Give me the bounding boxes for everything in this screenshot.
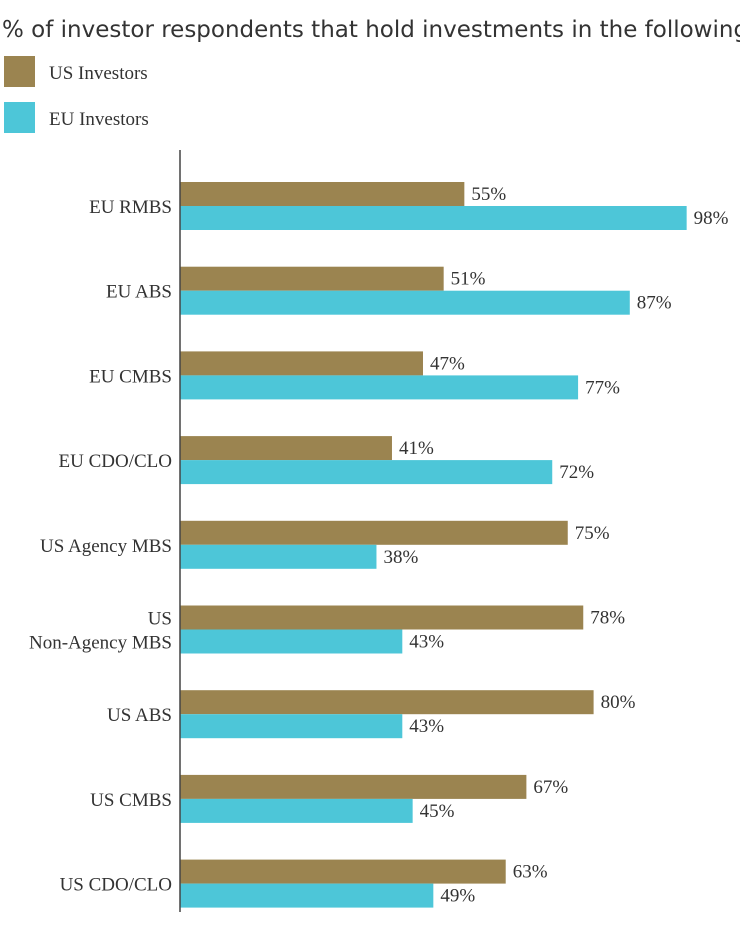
- legend-label-eu-investors: EU Investors: [49, 109, 149, 130]
- value-label-eu-investors-us-non-agency-mbs: 43%: [409, 632, 444, 653]
- bar-eu-investors-us-abs: [180, 714, 403, 739]
- bar-us-investors-eu-abs: [180, 266, 444, 291]
- bars-group: [180, 182, 687, 908]
- value-label-us-investors-eu-abs: 51%: [451, 269, 486, 290]
- category-label-eu-cmbs: EU CMBS: [89, 366, 172, 387]
- value-label-us-investors-eu-cmbs: 47%: [430, 353, 465, 374]
- value-label-eu-investors-eu-cmbs: 77%: [585, 377, 620, 398]
- bar-us-investors-eu-cmbs: [180, 351, 423, 376]
- bar-eu-investors-eu-abs: [180, 290, 630, 315]
- legend-swatch-eu-investors: [4, 102, 35, 133]
- value-label-eu-investors-us-cmbs: 45%: [420, 801, 455, 822]
- category-label-us-cmbs: US CMBS: [90, 790, 172, 811]
- category-label-us-non-agency-mbs-line-2: Non-Agency MBS: [29, 633, 172, 654]
- legend-swatch-us-investors: [4, 56, 35, 87]
- value-label-eu-investors-us-abs: 43%: [409, 716, 444, 737]
- value-label-eu-investors-us-cdo-clo: 49%: [440, 886, 475, 907]
- legend: US Investors EU Investors: [4, 56, 149, 133]
- value-label-us-investors-us-cmbs: 67%: [533, 777, 568, 798]
- value-label-eu-investors-eu-rmbs: 98%: [694, 208, 729, 229]
- value-label-us-investors-us-non-agency-mbs: 78%: [590, 608, 625, 629]
- bar-us-investors-us-agency-mbs: [180, 520, 568, 545]
- category-label-us-agency-mbs: US Agency MBS: [40, 536, 172, 557]
- value-label-eu-investors-eu-abs: 87%: [637, 293, 672, 314]
- legend-label-us-investors: US Investors: [49, 63, 148, 84]
- bar-eu-investors-us-cmbs: [180, 798, 413, 823]
- value-label-us-investors-eu-cdo-clo: 41%: [399, 438, 434, 459]
- bar-eu-investors-eu-rmbs: [180, 206, 687, 230]
- bar-us-investors-us-cdo-clo: [180, 859, 506, 884]
- bar-eu-investors-eu-cdo-clo: [180, 460, 553, 485]
- category-label-us-abs: US ABS: [107, 705, 172, 726]
- bar-eu-investors-us-cdo-clo: [180, 883, 434, 908]
- bar-eu-investors-us-non-agency-mbs: [180, 629, 403, 654]
- value-label-eu-investors-eu-cdo-clo: 72%: [559, 462, 594, 483]
- value-label-us-investors-us-abs: 80%: [601, 692, 636, 713]
- value-label-us-investors-us-agency-mbs: 75%: [575, 523, 610, 544]
- bar-us-investors-us-non-agency-mbs: [180, 605, 584, 630]
- category-label-us-non-agency-mbs-line-1: US: [148, 609, 172, 630]
- chart-title: % of investor respondents that hold inve…: [2, 17, 740, 43]
- bar-us-investors-us-cmbs: [180, 774, 527, 799]
- bar-us-investors-us-abs: [180, 690, 594, 715]
- category-label-eu-cdo-clo: EU CDO/CLO: [59, 451, 172, 472]
- category-label-eu-abs: EU ABS: [106, 282, 172, 303]
- value-label-us-investors-us-cdo-clo: 63%: [513, 862, 548, 883]
- category-label-us-cdo-clo: US CDO/CLO: [60, 875, 172, 896]
- bar-us-investors-eu-cdo-clo: [180, 436, 392, 461]
- value-label-us-investors-eu-rmbs: 55%: [471, 184, 506, 205]
- bar-us-investors-eu-rmbs: [180, 182, 465, 206]
- category-label-eu-rmbs: EU RMBS: [89, 197, 172, 218]
- value-labels: 55% 98% 51% 87% 47% 77% 41% 72% 75% 38% 78% 43% 80% 4…: [383, 184, 728, 907]
- bar-eu-investors-us-agency-mbs: [180, 544, 377, 569]
- bar-eu-investors-eu-cmbs: [180, 375, 579, 400]
- category-labels: EU RMBS EU ABS EU CMBS EU CDO/CLO US Agency …: [29, 197, 172, 896]
- value-label-eu-investors-us-agency-mbs: 38%: [383, 547, 418, 568]
